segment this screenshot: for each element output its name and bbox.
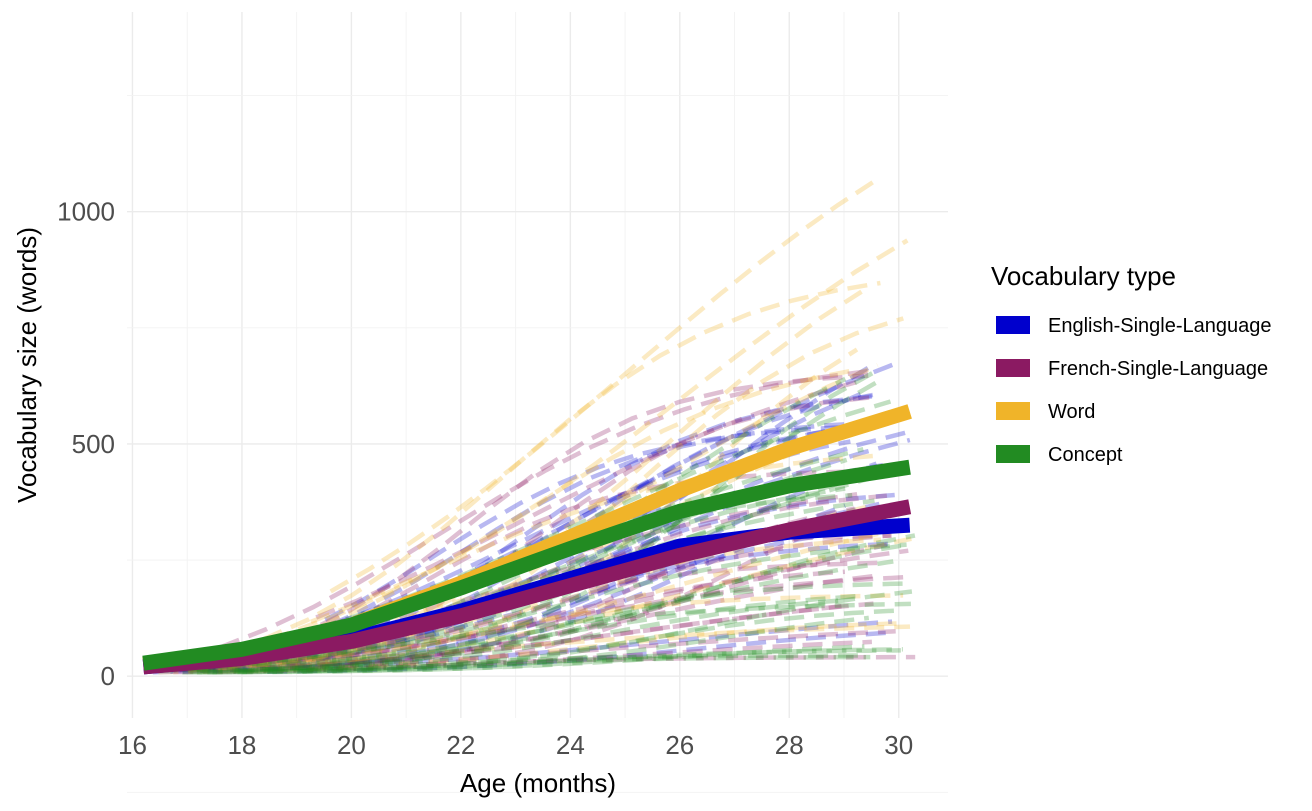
trajectory-line xyxy=(289,574,906,665)
trajectory-line xyxy=(315,378,863,620)
series-lines xyxy=(142,404,912,675)
trajectory-line xyxy=(193,498,875,669)
trajectory-line xyxy=(202,644,865,675)
trajectory-line xyxy=(190,366,882,674)
trajectory-line xyxy=(238,653,858,674)
trajectory-line xyxy=(215,593,904,671)
trajectory-line xyxy=(205,286,869,669)
trajectory-line xyxy=(306,654,916,672)
trajectory-line xyxy=(296,533,891,663)
trajectory-line xyxy=(233,654,871,674)
trajectory-line xyxy=(259,399,892,648)
x-tick-label: 26 xyxy=(665,730,694,760)
trajectory-line xyxy=(173,639,872,675)
trajectory-line xyxy=(300,589,913,674)
trajectory-line xyxy=(279,629,896,671)
trajectory-line xyxy=(261,601,874,671)
trajectory-line xyxy=(254,603,845,671)
trajectory-line xyxy=(157,470,874,674)
trajectory-line xyxy=(310,453,875,624)
series-line-concept xyxy=(142,459,911,671)
trajectory-line xyxy=(329,177,879,594)
trajectory-line xyxy=(200,572,882,674)
trajectory-line xyxy=(324,423,872,622)
legend: Vocabulary type English-Single-Language F… xyxy=(991,261,1272,466)
trajectory-line xyxy=(182,647,903,675)
trajectory-line xyxy=(216,513,853,675)
series-line-french-single-language xyxy=(142,499,912,675)
y-tick-label: 500 xyxy=(72,429,115,459)
trajectory-line xyxy=(188,461,878,674)
y-axis-ticks: 0 500 1000 xyxy=(57,197,115,691)
trajectory-line xyxy=(262,280,881,642)
trajectory-line xyxy=(251,542,907,668)
legend-title: Vocabulary type xyxy=(991,261,1176,291)
trajectory-line xyxy=(259,581,906,673)
x-tick-label: 24 xyxy=(556,730,585,760)
trajectory-line xyxy=(219,368,870,650)
trajectory-line xyxy=(183,390,865,672)
trajectory-line xyxy=(191,569,846,673)
trajectory-line xyxy=(202,533,916,674)
trajectory-line xyxy=(182,238,909,665)
trajectory-line xyxy=(196,648,901,675)
trajectory-line xyxy=(248,316,904,669)
trajectory-line xyxy=(207,615,870,675)
trajectory-line xyxy=(265,624,911,668)
x-axis-title: Age (months) xyxy=(460,768,616,798)
trajectory-line xyxy=(234,543,903,673)
trajectory-line xyxy=(176,367,858,669)
legend-swatch xyxy=(996,445,1030,463)
trajectory-line xyxy=(195,395,872,672)
trajectory-line xyxy=(223,437,911,664)
trajectory-line xyxy=(287,542,888,670)
trajectory-line xyxy=(152,503,846,675)
trajectory-line xyxy=(189,548,909,672)
trajectory-line xyxy=(215,420,870,663)
legend-swatch xyxy=(996,316,1030,334)
y-tick-label: 0 xyxy=(101,661,115,691)
trajectory-line xyxy=(196,394,873,670)
trajectory-line xyxy=(332,425,846,627)
trajectory-line xyxy=(158,620,906,675)
legend-label: Word xyxy=(1048,401,1095,423)
y-tick-label: 1000 xyxy=(57,197,115,227)
x-tick-label: 18 xyxy=(227,730,256,760)
trajectory-line xyxy=(269,593,859,670)
trajectory-line xyxy=(196,559,894,673)
trajectory-line xyxy=(302,525,906,663)
legend-label: English-Single-Language xyxy=(1048,315,1272,337)
x-tick-label: 20 xyxy=(337,730,366,760)
trajectory-line xyxy=(267,630,888,674)
x-tick-label: 16 xyxy=(118,730,147,760)
legend-swatch xyxy=(996,402,1030,420)
legend-label: French-Single-Language xyxy=(1048,358,1268,380)
trajectory-line xyxy=(208,529,845,670)
trajectory-line xyxy=(307,608,895,673)
legend-swatch xyxy=(996,359,1030,377)
trajectory-line xyxy=(267,601,911,664)
x-tick-label: 22 xyxy=(446,730,475,760)
y-axis-title: Vocabulary size (words) xyxy=(12,227,42,503)
x-axis-ticks: 16 18 20 22 24 26 28 30 xyxy=(118,730,913,760)
grid xyxy=(127,12,948,793)
trajectory-line xyxy=(252,597,846,673)
x-tick-label: 28 xyxy=(775,730,804,760)
trajectory-line xyxy=(290,469,854,647)
legend-label: Concept xyxy=(1048,444,1123,466)
trajectory-line xyxy=(187,536,912,673)
trajectory-line xyxy=(229,619,893,673)
x-tick-label: 30 xyxy=(884,730,913,760)
